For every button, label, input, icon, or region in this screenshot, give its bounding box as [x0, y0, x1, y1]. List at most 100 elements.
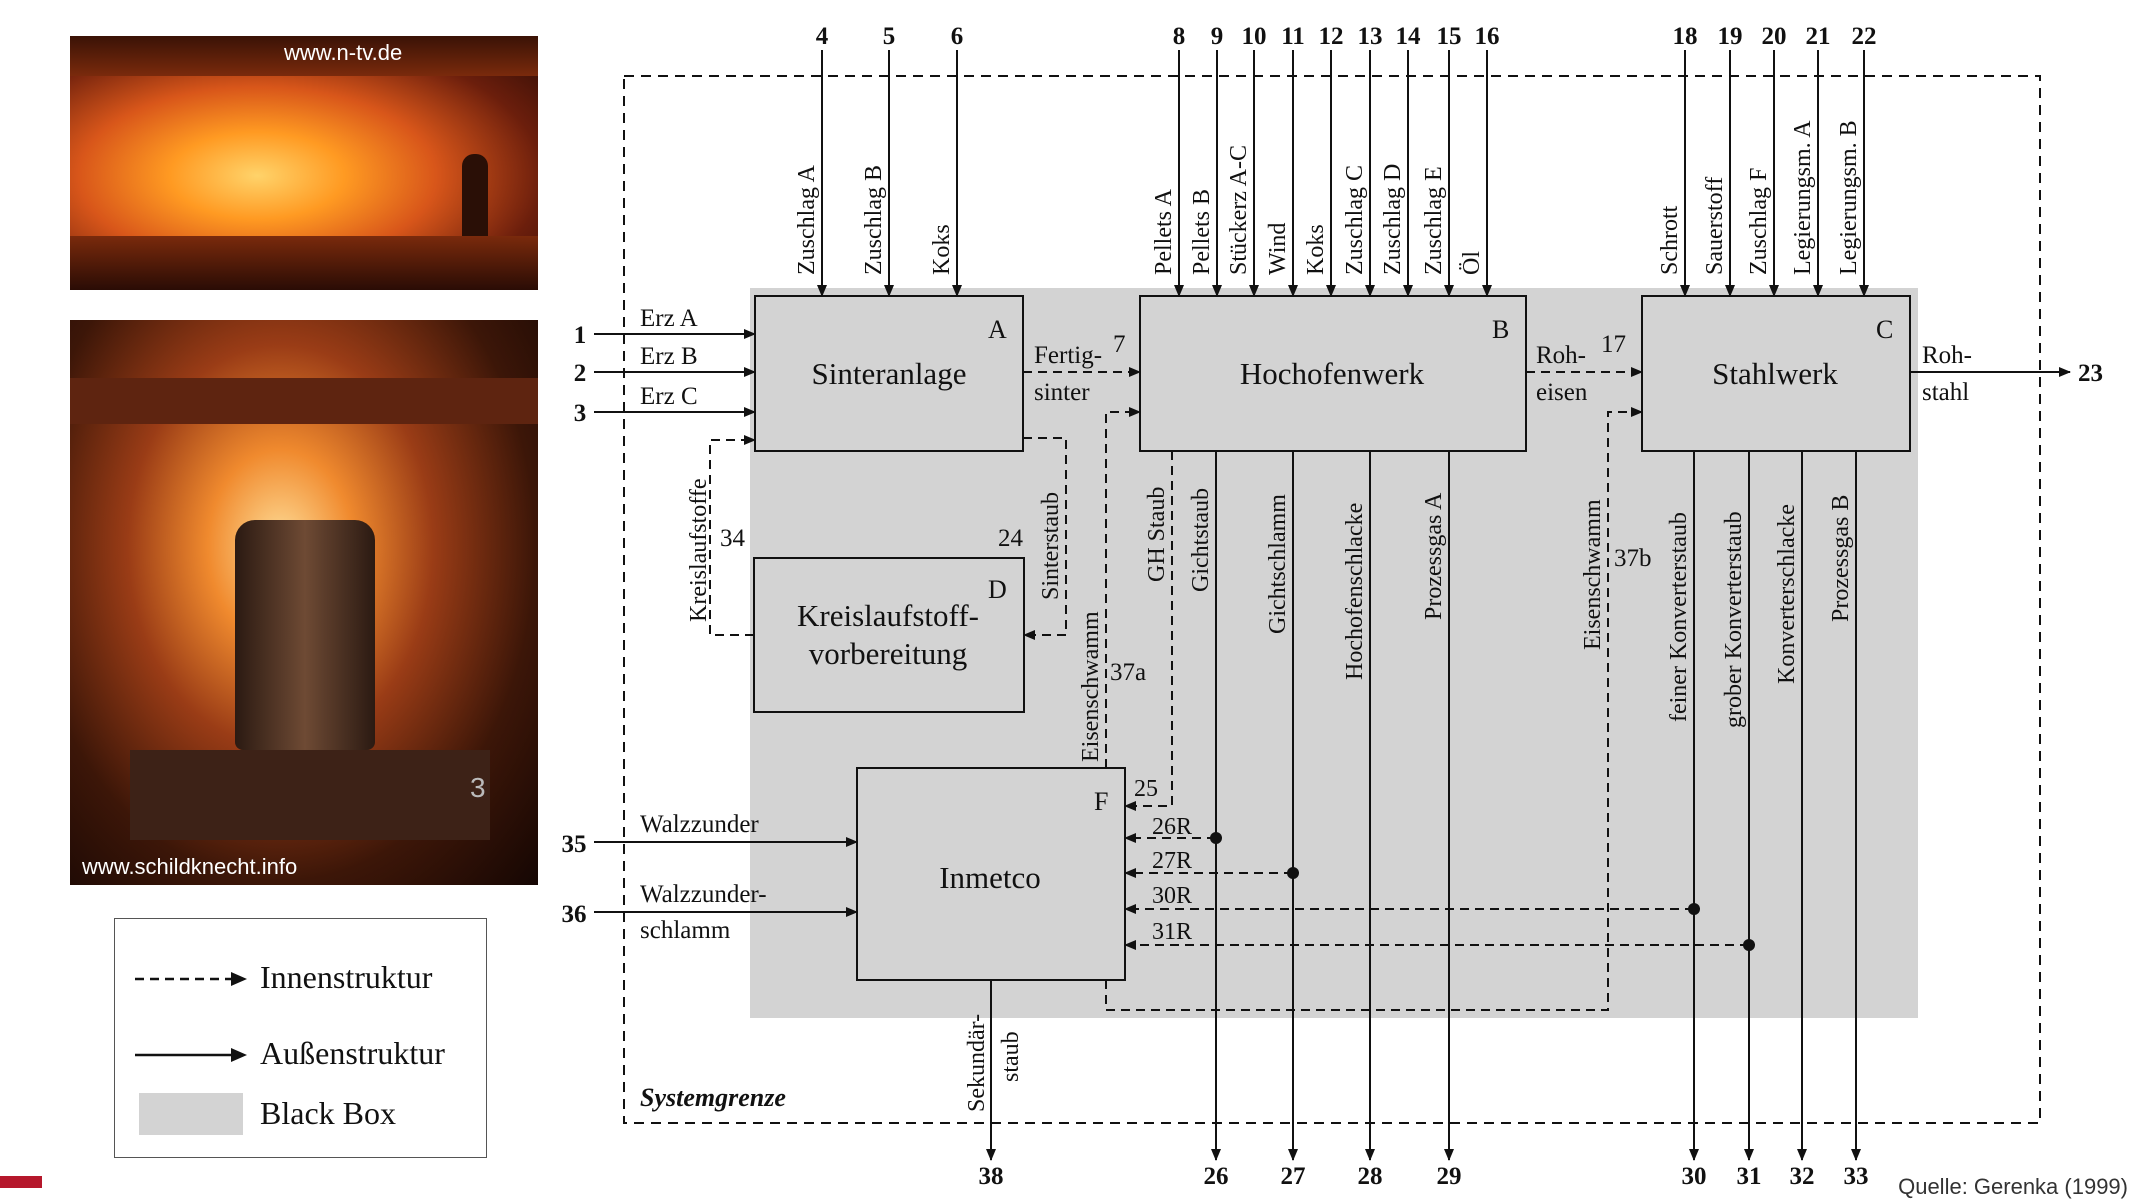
input-number-11: 11 — [1281, 23, 1305, 50]
input-label-walzzunder: Walzzunder — [640, 811, 759, 838]
input-label-oel: Öl — [1459, 251, 1485, 275]
input-number-2: 2 — [574, 360, 587, 387]
input-number-10: 10 — [1242, 23, 1267, 50]
system-boundary — [623, 75, 2041, 1124]
input-label-walzzunderschlamm-1: Walzzunder- — [640, 881, 767, 908]
photo-caption-top: www.n-tv.de — [284, 40, 403, 65]
box-stahlwerk: C Stahlwerk — [1641, 295, 1911, 452]
legend-label-inner: Innenstruktur — [260, 959, 433, 995]
photo-ceiling — [70, 36, 538, 76]
input-label-erz-c: Erz C — [640, 383, 698, 410]
input-label-sauerstoff: Sauerstoff — [1702, 177, 1728, 275]
output-number-23: 23 — [2078, 360, 2103, 387]
box-inmetco: F Inmetco — [856, 767, 1126, 981]
box-name-d-line1: Kreislaufstoff- — [797, 598, 979, 633]
input-number-20: 20 — [1762, 23, 1787, 50]
input-label-schrott: Schrott — [1657, 205, 1683, 275]
internal-flows: Fertig- sinter 7 Roh- eisen 17 Kreislauf… — [686, 331, 1755, 1011]
label-rohstahl-2: stahl — [1922, 379, 1969, 406]
box-kreislaufstoffvorbereitung: D Kreislaufstoff- vorbereitung — [753, 557, 1025, 713]
legend-solid-arrow — [135, 1048, 247, 1062]
label-sinterstaub: Sinterstaub — [1038, 492, 1064, 600]
legend-row-outer: Außenstruktur — [115, 1035, 486, 1075]
left-input-arrows: 1 Erz A 2 Erz B 3 Erz C 35 Walzzunder 36… — [562, 305, 858, 944]
cart-number: 3 — [470, 772, 486, 803]
output-label-gichtstaub: Gichtstaub — [1188, 488, 1214, 592]
input-number-14: 14 — [1396, 23, 1422, 50]
flow-sinterstaub — [1023, 437, 1067, 640]
box-hochofenwerk: B Hochofenwerk — [1139, 295, 1527, 452]
input-label-pellets-a: Pellets A — [1151, 188, 1177, 275]
flow-kreislaufstoffe — [709, 435, 756, 636]
label-number-37b: 37b — [1614, 545, 1652, 572]
output-label-prozessgas-a: Prozessgas A — [1421, 492, 1447, 620]
input-label-erz-a: Erz A — [640, 305, 698, 332]
photo-floor — [70, 236, 538, 290]
output-arrows: Roh- stahl 23 Sekundär- staub 38 Gichtst… — [964, 342, 2103, 1188]
photo-caption-bottom: www.schildknecht.info — [82, 854, 298, 879]
output-label-hochofenschlacke: Hochofenschlacke — [1342, 503, 1368, 680]
input-number-19: 19 — [1718, 23, 1743, 50]
output-number-27: 27 — [1281, 1163, 1306, 1188]
label-kreislaufstoffe: Kreislaufstoffe — [686, 478, 712, 622]
label-eisenschwamm-b: Eisenschwamm — [1580, 499, 1606, 650]
output-number-38: 38 — [979, 1163, 1004, 1188]
input-label-legierungsm-a: Legierungsm. A — [1790, 120, 1816, 275]
input-label-koks-b: Koks — [1303, 224, 1329, 275]
input-number-16: 16 — [1475, 23, 1500, 50]
box-name-stahlwerk: Stahlwerk — [1712, 356, 1838, 391]
box-name-d-line2: vorbereitung — [809, 636, 967, 671]
output-label-gichtschlamm: Gichtschlamm — [1265, 494, 1291, 634]
corner-accent — [0, 1176, 42, 1188]
label-sekundarstaub-2: staub — [998, 1031, 1024, 1082]
output-number-29: 29 — [1437, 1163, 1462, 1188]
box-name-sinteranlage: Sinteranlage — [812, 356, 967, 391]
box-name-inmetco: Inmetco — [939, 860, 1041, 895]
converter-vessel — [235, 520, 375, 750]
input-number-3: 3 — [574, 400, 587, 427]
input-number-5: 5 — [883, 23, 896, 50]
input-number-22: 22 — [1852, 23, 1877, 50]
output-number-28: 28 — [1358, 1163, 1383, 1188]
output-label-grober-konverterstaub: grober Konverterstaub — [1721, 511, 1747, 728]
legend-row-blackbox: Black Box — [115, 1089, 486, 1135]
label-roheisen-1: Roh- — [1536, 342, 1586, 369]
label-number-37a: 37a — [1110, 659, 1146, 686]
input-number-15: 15 — [1437, 23, 1462, 50]
box-letter-d: D — [988, 575, 1007, 604]
label-eisenschwamm-a: Eisenschwamm — [1078, 611, 1104, 762]
input-label-zuschlag-a: Zuschlag A — [794, 164, 820, 275]
input-number-9: 9 — [1211, 23, 1224, 50]
input-label-zuschlag-e: Zuschlag E — [1421, 166, 1447, 275]
photo-cart — [130, 750, 490, 840]
label-31r: 31R — [1152, 919, 1192, 945]
input-number-36: 36 — [562, 901, 587, 928]
input-label-erz-b: Erz B — [640, 343, 698, 370]
label-number-24: 24 — [998, 525, 1024, 552]
output-label-prozessgas-b: Prozessgas B — [1828, 495, 1854, 622]
legend-row-inner: Innenstruktur — [115, 959, 486, 999]
legend-dashed-arrow — [135, 972, 247, 986]
label-30r: 30R — [1152, 883, 1192, 909]
label-number-17: 17 — [1601, 331, 1626, 358]
output-number-31: 31 — [1737, 1163, 1762, 1188]
input-label-koks-a: Koks — [929, 224, 955, 275]
box-letter-c: C — [1876, 315, 1893, 344]
input-number-35: 35 — [562, 831, 587, 858]
top-input-arrows: 4 Zuschlag A 5 Zuschlag B 6 Koks 8 Pelle… — [794, 23, 1877, 297]
input-number-13: 13 — [1358, 23, 1383, 50]
legend: Innenstruktur Außenstruktur Black Box — [114, 918, 487, 1158]
input-number-12: 12 — [1319, 23, 1344, 50]
legend-label-blackbox: Black Box — [260, 1095, 396, 1131]
output-label-feiner-konverterstaub: feiner Konverterstaub — [1666, 512, 1692, 722]
label-fertigsinter-1: Fertig- — [1034, 342, 1102, 369]
box-letter-a: A — [988, 315, 1007, 344]
output-number-32: 32 — [1790, 1163, 1815, 1188]
photo-crane-beam — [70, 378, 538, 424]
label-number-7: 7 — [1113, 331, 1126, 358]
input-number-8: 8 — [1173, 23, 1186, 50]
legend-label-outer: Außenstruktur — [260, 1035, 445, 1071]
input-label-walzzunderschlamm-2: schlamm — [640, 917, 731, 944]
photo-blast-furnace-tapping: www.n-tv.de — [70, 36, 538, 290]
